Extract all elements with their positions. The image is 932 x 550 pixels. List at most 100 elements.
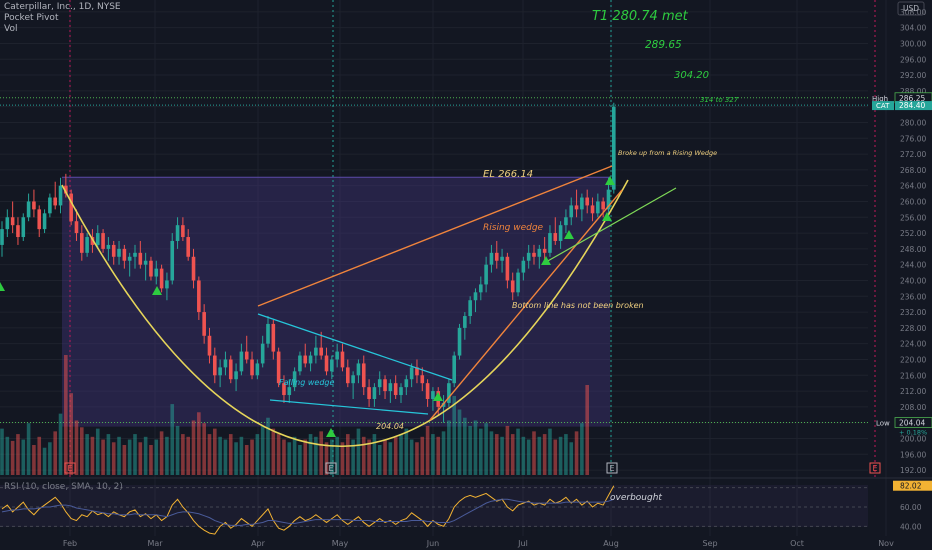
candle-body [197,280,201,313]
candle-body [404,379,409,388]
cat-label: CAT [876,102,890,110]
candle-body [393,383,398,396]
x-tick-label: May [332,539,349,548]
x-tick-label: Sep [702,539,717,548]
candle-body [186,237,190,257]
volume-bar [542,434,547,475]
volume-bar [101,439,105,475]
volume-bar [191,420,196,475]
volume-bar [463,417,467,475]
candle-body [590,205,595,214]
volume-bar [80,427,84,475]
rsi-value-label: 82.02 [900,482,922,491]
candle-body [425,383,430,399]
candle-body [106,244,111,249]
volume-bar [420,436,425,475]
volume-bar [292,436,297,475]
candle-body [133,252,137,257]
volume-bar [532,431,536,475]
candle-body [207,335,212,356]
candle-body [228,359,233,380]
volume-bar [431,434,435,475]
x-tick-label: Oct [790,539,804,548]
candle-body [191,256,196,281]
volume-bar [377,445,382,475]
volume-bar [521,436,526,475]
green-trend-line [545,187,677,263]
cat-label-box [872,101,894,111]
range-box [62,177,610,427]
volume-bar [143,436,148,475]
volume-bar [133,434,137,475]
candle-body [159,268,164,289]
volume-bar [537,436,542,475]
low-value-box [894,417,932,428]
volume-bar [16,434,20,475]
y-tick-label: 208.00 [900,403,926,412]
candle-body [340,351,345,368]
volume-bar [64,355,68,475]
volume-bar [26,423,31,475]
candle-body [16,225,20,238]
volume-bar [409,439,414,475]
volume-bar [0,428,4,475]
volume-bar [516,428,520,475]
candle-body [266,323,270,344]
volume-bar [260,425,265,475]
candle-body [154,268,159,277]
candle-body [319,347,323,356]
candle-body [601,201,605,210]
volume-bar [489,431,494,475]
volume-bar [207,434,212,475]
y-tick-label: 296.00 [900,55,926,64]
volume-bar [580,423,584,475]
y-tick-label: 192.00 [900,466,926,475]
volume-bar [447,420,451,475]
candle-body [367,387,371,399]
y-tick-label: 256.00 [900,213,926,222]
earnings-marker-letter: E [609,464,614,473]
candle-body [260,343,265,364]
y-tick-label: 224.00 [900,340,926,349]
pocket-pivot-triangle [152,286,162,295]
falling-wedge-annotation: Falling wedge [279,378,334,387]
target-2-annotation: 289.65 [645,39,682,51]
candle-body [271,323,276,352]
volume-bar [468,425,472,475]
candle-body [308,355,313,364]
candle-body [537,248,542,257]
high-label: High [872,95,888,103]
x-tick-label: Aug [603,539,619,548]
volume-bar [564,434,568,475]
volume-bar [526,439,531,475]
candle-body [468,300,472,317]
candle-body [457,327,462,356]
candle-body [292,371,297,388]
candle-body [287,387,292,396]
el-annotation: EL 266.14 [483,169,533,180]
candle-body [74,221,79,234]
candle-body [5,217,10,230]
candle-body [463,316,467,328]
candle-body [383,379,387,392]
breakout-annotation: Broke up from a Rising Wedge [618,149,717,157]
volume-bar [510,434,515,475]
y-tick-label: 292.00 [900,71,926,80]
volume-bar [122,445,127,475]
volume-bar [340,442,345,475]
candle-body [218,367,222,376]
candle-body [324,355,329,372]
volume-bar [42,447,47,475]
volume-bar [48,442,52,475]
volume-bar [479,428,483,475]
y-tick-label: 276.00 [900,134,926,143]
candle-body [452,355,456,384]
candle-body [441,402,446,407]
y-tick-label: 248.00 [900,245,926,254]
earnings-marker [325,462,337,474]
candle-body [165,280,169,289]
cat-value-box [895,101,932,111]
currency-box [897,1,925,16]
volume-bar [393,436,398,475]
